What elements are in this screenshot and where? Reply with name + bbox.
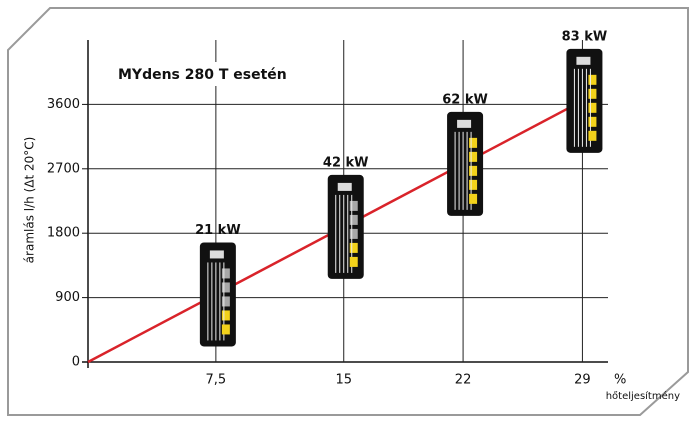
pump-part (221, 268, 230, 279)
pump-part (349, 214, 358, 225)
pump-part (469, 137, 478, 148)
y-tick-label: 3600 (47, 97, 80, 112)
pump-part (588, 102, 597, 113)
pump-part (588, 116, 597, 127)
pump-part (588, 130, 597, 141)
pump-part (469, 193, 478, 204)
x-tick-label: 7,5 (206, 373, 227, 388)
x-axis-label: hőteljesítmény (606, 390, 680, 402)
pump-part (588, 74, 597, 85)
pump-part (221, 282, 230, 293)
frame (7, 7, 689, 416)
annotation: 42 kW (323, 155, 369, 170)
x-tick-label: 29 (574, 373, 591, 388)
x-unit: % (614, 373, 626, 388)
annotation: 62 kW (442, 92, 488, 107)
pump (447, 111, 484, 216)
pump (199, 242, 236, 347)
chart-title: MYdens 280 T esetén (118, 67, 287, 83)
y-tick-label: 1800 (47, 226, 80, 241)
pump-part (469, 151, 478, 162)
pump-part (221, 310, 230, 321)
pump-part (349, 200, 358, 211)
pump-head (337, 182, 352, 191)
pump-head (576, 56, 591, 65)
x-tick-label: 15 (335, 373, 352, 388)
pump-part (469, 165, 478, 176)
pump-head (209, 250, 224, 259)
annotation: 83 kW (562, 29, 608, 44)
pump-head (457, 119, 472, 128)
pump-part (221, 324, 230, 335)
x-tick-label: 22 (455, 373, 472, 388)
pump-part (349, 242, 358, 253)
title-box (108, 62, 314, 86)
y-axis-label: áramlás l/h (Δt 20°C) (23, 137, 37, 264)
y-tick-label: 0 (72, 355, 80, 370)
pump-part (588, 88, 597, 99)
y-tick-label: 2700 (47, 161, 80, 176)
pump-part (349, 256, 358, 267)
pump-part (221, 296, 230, 307)
y-tick-label: 900 (55, 290, 80, 305)
pump (327, 174, 364, 279)
pump (566, 48, 603, 153)
pump-part (349, 228, 358, 239)
pump-part (469, 179, 478, 190)
annotation: 21 kW (195, 223, 241, 238)
